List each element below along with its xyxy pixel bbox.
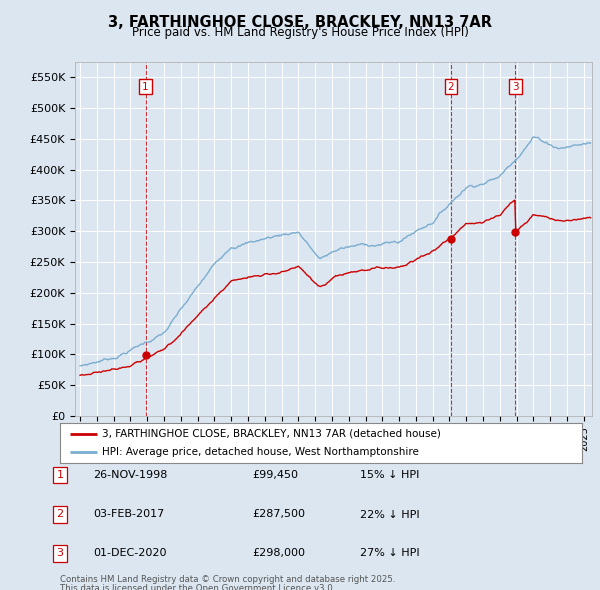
Text: HPI: Average price, detached house, West Northamptonshire: HPI: Average price, detached house, West… (102, 447, 419, 457)
Text: This data is licensed under the Open Government Licence v3.0.: This data is licensed under the Open Gov… (60, 584, 335, 590)
Text: 01-DEC-2020: 01-DEC-2020 (93, 549, 167, 558)
Text: £298,000: £298,000 (252, 549, 305, 558)
Text: 26-NOV-1998: 26-NOV-1998 (93, 470, 167, 480)
Text: 2: 2 (448, 81, 454, 91)
Text: £99,450: £99,450 (252, 470, 298, 480)
Text: 1: 1 (142, 81, 149, 91)
Text: 15% ↓ HPI: 15% ↓ HPI (360, 470, 419, 480)
Text: 3, FARTHINGHOE CLOSE, BRACKLEY, NN13 7AR (detached house): 3, FARTHINGHOE CLOSE, BRACKLEY, NN13 7AR… (102, 429, 440, 439)
Text: 22% ↓ HPI: 22% ↓ HPI (360, 510, 419, 519)
Text: 3: 3 (512, 81, 518, 91)
Text: 3, FARTHINGHOE CLOSE, BRACKLEY, NN13 7AR: 3, FARTHINGHOE CLOSE, BRACKLEY, NN13 7AR (108, 15, 492, 30)
Text: Contains HM Land Registry data © Crown copyright and database right 2025.: Contains HM Land Registry data © Crown c… (60, 575, 395, 584)
Text: 1: 1 (56, 470, 64, 480)
Text: Price paid vs. HM Land Registry's House Price Index (HPI): Price paid vs. HM Land Registry's House … (131, 26, 469, 39)
Text: 3: 3 (56, 549, 64, 558)
Text: £287,500: £287,500 (252, 510, 305, 519)
Text: 27% ↓ HPI: 27% ↓ HPI (360, 549, 419, 558)
Text: 03-FEB-2017: 03-FEB-2017 (93, 510, 164, 519)
Text: 2: 2 (56, 510, 64, 519)
